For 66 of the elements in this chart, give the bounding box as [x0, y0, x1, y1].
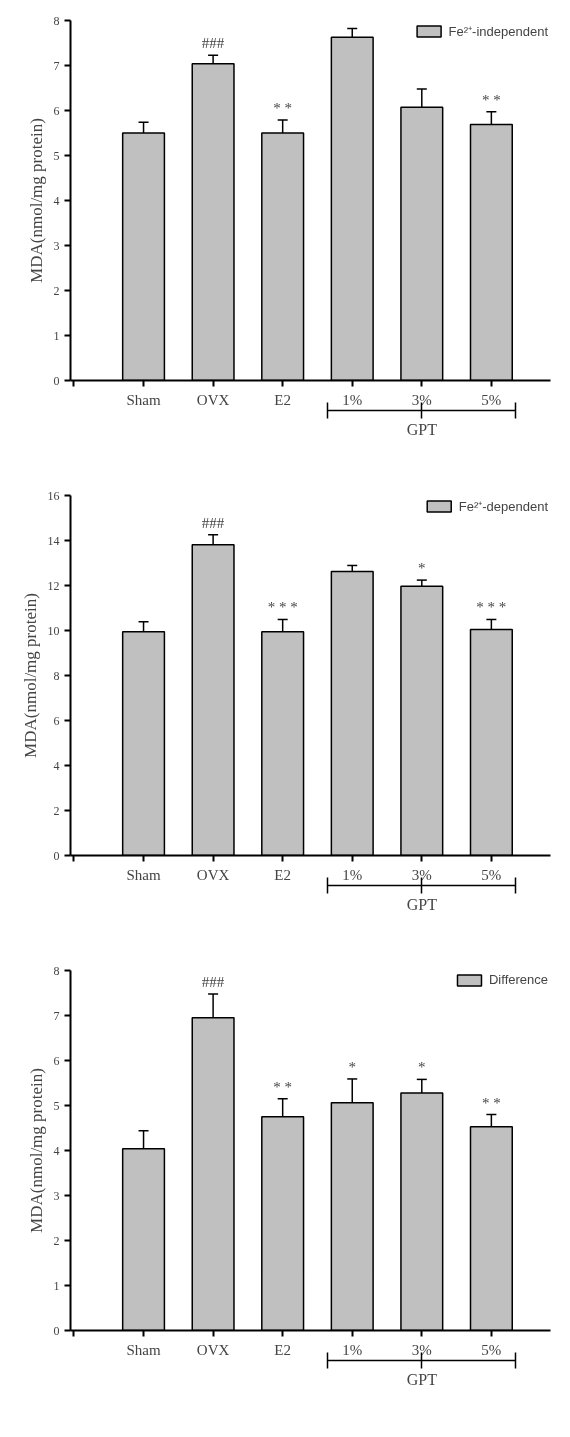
x-tick-label: Sham [126, 391, 161, 408]
legend-label: Fe²⁺-independent [448, 23, 548, 40]
y-tick-label: 16 [47, 488, 60, 503]
annotation: * * * [476, 599, 507, 616]
x-tick-label: 1% [342, 1341, 363, 1358]
y-tick-label: 2 [53, 283, 60, 298]
y-tick-label: 3 [53, 238, 60, 253]
y-tick-label: 5 [53, 148, 60, 163]
annotation: * * [481, 91, 501, 108]
y-tick-label: 10 [47, 623, 60, 638]
annotation: * [418, 1059, 426, 1076]
y-tick-label: 6 [53, 103, 60, 118]
legend-label: Difference [488, 972, 548, 987]
y-tick-label: 2 [53, 803, 60, 818]
y-tick-label: 4 [53, 1143, 60, 1158]
y-tick-label: 0 [53, 1323, 60, 1338]
y-tick-label: 6 [53, 713, 60, 728]
x-tick-label: 5% [481, 391, 502, 408]
legend-label: Fe²⁺-dependent [458, 498, 548, 515]
x-tick-label: Sham [126, 1341, 161, 1358]
text: GPT [406, 1370, 438, 1388]
annotation: ### [201, 35, 225, 52]
annotation: * * [273, 1078, 293, 1095]
y-tick-label: 0 [53, 373, 60, 388]
x-tick-label: 3% [411, 866, 432, 883]
y-tick-label: 1 [53, 328, 60, 343]
x-tick-label: Sham [126, 866, 161, 883]
y-tick-label: 8 [53, 668, 60, 683]
x-tick-label: OVX [196, 866, 230, 883]
y-axis-title: MDA(nmol/mg protein) [26, 118, 46, 283]
y-tick-label: 14 [47, 533, 60, 548]
y-axis-title: MDA(nmol/mg protein) [26, 1068, 46, 1233]
x-tick-label: 3% [411, 391, 432, 408]
y-tick-label: 1 [53, 1278, 60, 1293]
annotation: ### [201, 973, 225, 990]
text: GPT [406, 420, 438, 438]
annotation: ### [201, 514, 225, 531]
y-tick-label: 8 [53, 963, 60, 978]
y-tick-label: 12 [47, 578, 60, 593]
x-tick-label: OVX [196, 391, 230, 408]
text: GPT [406, 895, 438, 913]
y-tick-label: 6 [53, 1053, 60, 1068]
annotation: * * [481, 1094, 501, 1111]
x-tick-label: E2 [274, 391, 292, 408]
x-tick-label: E2 [274, 866, 292, 883]
annotation: * * [273, 99, 293, 116]
x-tick-label: 5% [481, 1341, 502, 1358]
y-tick-label: 4 [53, 758, 60, 773]
x-tick-label: 3% [411, 1341, 432, 1358]
annotation: * * * [267, 599, 298, 616]
y-tick-label: 7 [53, 1008, 60, 1023]
y-axis-title: MDA(nmol/mg protein) [20, 593, 40, 758]
x-tick-label: 5% [481, 866, 502, 883]
y-tick-label: 5 [53, 1098, 60, 1113]
y-tick-label: 8 [53, 13, 60, 28]
y-tick-label: 4 [53, 193, 60, 208]
x-tick-label: 1% [342, 391, 363, 408]
annotation: * [348, 1058, 356, 1075]
x-tick-label: 1% [342, 866, 363, 883]
y-tick-label: 2 [53, 1233, 60, 1248]
y-tick-label: 3 [53, 1188, 60, 1203]
x-tick-label: OVX [196, 1341, 230, 1358]
annotation: * [418, 560, 426, 577]
x-tick-label: E2 [274, 1341, 292, 1358]
y-tick-label: 0 [53, 848, 60, 863]
y-tick-label: 7 [53, 58, 60, 73]
